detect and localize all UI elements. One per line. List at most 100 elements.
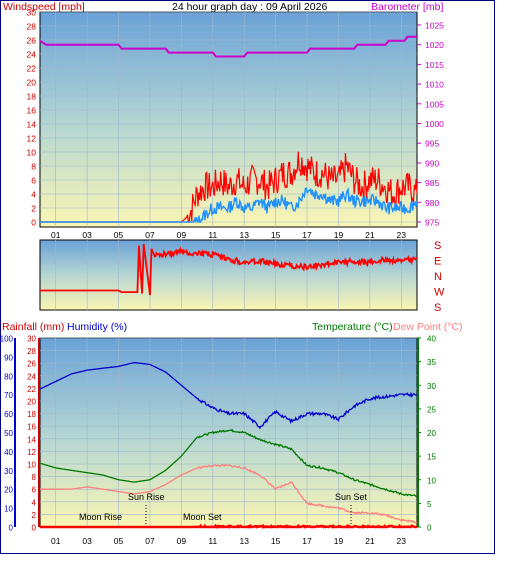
temp-panel-axis-ticks: 0102030405060708090100024681012141618202… bbox=[0, 335, 436, 533]
windspeed-tick-label: 14 bbox=[27, 120, 37, 130]
wind-panel-x-ticks: 01 03 05 07 09 11 13 15 17 19 21 23 bbox=[51, 230, 406, 240]
windspeed-tick-label: 2 bbox=[31, 204, 36, 214]
humidity-tick-label: 0 bbox=[9, 524, 14, 533]
temp-x-tick-label: 21 bbox=[365, 536, 375, 546]
windspeed-tick-label: 24 bbox=[27, 50, 37, 60]
barometer-line bbox=[39, 35, 417, 58]
rainfall-tick-label: 14 bbox=[27, 435, 36, 444]
temperature-tick-label: 15 bbox=[427, 453, 436, 462]
rainfall-tick-label: 20 bbox=[27, 398, 36, 407]
windspeed-tick-label: 22 bbox=[27, 64, 37, 74]
temperature-axis-title: Temperature (°C) bbox=[312, 321, 393, 333]
rainfall-tick-label: 16 bbox=[27, 423, 36, 432]
windspeed-tick-label: 10 bbox=[27, 148, 37, 158]
temp-panel-background bbox=[39, 337, 418, 528]
barometer-tick-label: 1000 bbox=[425, 119, 444, 129]
wind-x-tick-label: 17 bbox=[302, 230, 312, 240]
wind-x-tick-label: 19 bbox=[334, 230, 344, 240]
windspeed-tick-label: 18 bbox=[27, 92, 37, 102]
rainfall-tick-label: 12 bbox=[27, 448, 36, 457]
temperature-tick-label: 40 bbox=[427, 335, 436, 344]
wind-x-tick-label: 07 bbox=[145, 230, 155, 240]
humidity-tick-label: 40 bbox=[4, 448, 13, 457]
barometer-tick-label: 1010 bbox=[425, 80, 444, 90]
rainfall-tick-label: 6 bbox=[32, 486, 37, 495]
windspeed-tick-label: 28 bbox=[27, 22, 37, 32]
sun-rise-label: Sun Rise bbox=[128, 492, 165, 502]
rainfall-tick-label: 30 bbox=[27, 335, 36, 344]
rainfall-tick-label: 28 bbox=[27, 347, 36, 356]
wind-x-tick-label: 21 bbox=[365, 230, 375, 240]
barometer-tick-label: 1015 bbox=[425, 60, 444, 70]
windspeed-tick-label: 0 bbox=[31, 218, 36, 228]
temperature-tick-label: 25 bbox=[427, 405, 436, 414]
rainfall-tick-label: 26 bbox=[27, 360, 36, 369]
direction-axis-label: W bbox=[434, 287, 445, 299]
dew-point-line bbox=[40, 463, 418, 524]
rainfall-tick-label: 2 bbox=[32, 511, 37, 520]
windspeed-tick-label: 8 bbox=[31, 162, 36, 172]
temperature-tick-label: 20 bbox=[427, 429, 436, 438]
temperature-tick-label: 10 bbox=[427, 476, 436, 485]
wind-x-tick-label: 01 bbox=[51, 230, 61, 240]
barometer-tick-label: 985 bbox=[425, 178, 439, 188]
temp-x-tick-label: 15 bbox=[271, 536, 281, 546]
rainfall-tick-label: 8 bbox=[32, 473, 37, 482]
temp-x-tick-label: 01 bbox=[51, 536, 61, 546]
temp-x-tick-label: 07 bbox=[145, 536, 155, 546]
direction-axis-label: E bbox=[434, 256, 441, 268]
barometer-tick-label: 1025 bbox=[425, 21, 444, 31]
windspeed-tick-label: 16 bbox=[27, 106, 37, 116]
humidity-tick-label: 50 bbox=[4, 429, 13, 438]
direction-axis-label: S bbox=[434, 302, 441, 314]
rainfall-line bbox=[40, 523, 417, 529]
dewpoint-axis-title: Dew Point (°C) bbox=[393, 321, 463, 333]
wind-x-tick-label: 23 bbox=[397, 230, 407, 240]
barometer-tick-label: 990 bbox=[425, 158, 439, 168]
humidity-axis-title: Humidity (%) bbox=[67, 321, 127, 333]
windspeed-tick-label: 30 bbox=[27, 8, 37, 18]
barometer-tick-label: 995 bbox=[425, 139, 439, 149]
windspeed-tick-label: 12 bbox=[27, 134, 37, 144]
humidity-line bbox=[39, 361, 418, 430]
wind-direction-line bbox=[40, 243, 418, 296]
temperature-tick-label: 0 bbox=[427, 524, 432, 533]
humidity-tick-label: 80 bbox=[4, 372, 13, 381]
rainfall-tick-label: 0 bbox=[32, 524, 37, 533]
direction-axis-label: S bbox=[434, 240, 441, 252]
humidity-tick-label: 30 bbox=[4, 467, 13, 476]
humidity-tick-label: 20 bbox=[4, 486, 13, 495]
rainfall-tick-label: 24 bbox=[27, 372, 36, 381]
rainfall-tick-label: 4 bbox=[32, 498, 37, 507]
temp-x-tick-label: 09 bbox=[177, 536, 187, 546]
rainfall-axis-title: Rainfall (mm) bbox=[2, 321, 64, 333]
moon-set-label: Moon Set bbox=[183, 512, 222, 522]
direction-panel-grid bbox=[55, 240, 402, 310]
barometer-axis-title: Barometer [mb] bbox=[371, 1, 443, 13]
temp-x-tick-label: 03 bbox=[82, 536, 92, 546]
gust-line bbox=[40, 187, 418, 224]
rainfall-tick-label: 22 bbox=[27, 385, 36, 394]
barometer-tick-label: 1005 bbox=[425, 99, 444, 109]
rainfall-tick-label: 10 bbox=[27, 461, 36, 470]
barometer-tick-label: 980 bbox=[425, 198, 439, 208]
temp-x-tick-label: 13 bbox=[239, 536, 249, 546]
barometer-tick-label: 975 bbox=[425, 218, 439, 228]
temperature-tick-label: 30 bbox=[427, 382, 436, 391]
barometer-axis-ticks: 975 980 985 990 995 1000 1005 1010 1015 1020 1025 bbox=[417, 21, 444, 228]
direction-axis-label: N bbox=[434, 271, 442, 283]
wind-panel-series bbox=[39, 35, 418, 224]
wind-x-tick-label: 09 bbox=[177, 230, 187, 240]
windspeed-axis-title: Windspeed [mph] bbox=[3, 1, 85, 13]
humidity-tick-label: 70 bbox=[4, 391, 13, 400]
sun-set-label: Sun Set bbox=[335, 492, 368, 502]
windspeed-tick-label: 4 bbox=[31, 190, 36, 200]
temp-x-tick-label: 19 bbox=[334, 536, 344, 546]
barometer-tick-label: 1020 bbox=[425, 40, 444, 50]
humidity-tick-label: 10 bbox=[4, 505, 13, 514]
graph-title: 24 hour graph day : 09 April 2026 bbox=[172, 1, 327, 13]
temp-x-tick-label: 11 bbox=[208, 536, 217, 546]
temp-panel-series bbox=[39, 361, 418, 529]
